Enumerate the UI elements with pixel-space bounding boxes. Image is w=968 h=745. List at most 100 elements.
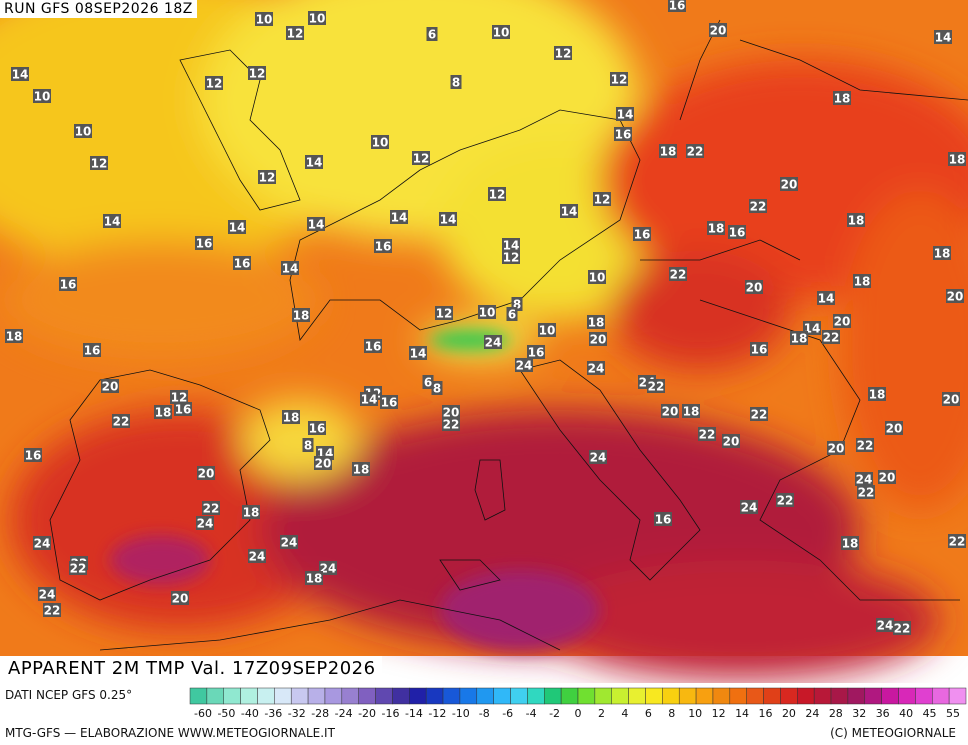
temp-value: 16 <box>196 237 213 251</box>
temp-label: 20 <box>780 177 798 192</box>
temp-value: 20 <box>746 281 763 295</box>
temp-value: 24 <box>320 562 337 576</box>
colorbar-swatch <box>274 687 292 705</box>
temp-value: 20 <box>834 315 851 329</box>
colorbar-swatch <box>206 687 224 705</box>
temp-label: 18 <box>242 505 260 520</box>
label-box <box>554 46 572 60</box>
temp-label: 24 <box>587 361 605 376</box>
label-box <box>314 456 332 470</box>
temp-label: 22 <box>647 379 665 394</box>
colorbar-swatch <box>527 687 545 705</box>
temp-label: 18 <box>853 274 871 289</box>
colorbar-swatch <box>746 687 764 705</box>
label-box <box>668 0 686 12</box>
temp-label: 18 <box>352 462 370 477</box>
label-box <box>205 76 223 90</box>
temp-value: 10 <box>479 306 496 320</box>
temp-value: 12 <box>594 193 611 207</box>
temp-label: 20 <box>171 591 189 606</box>
temp-label: 12 <box>170 390 188 405</box>
label-box <box>841 536 859 550</box>
label-box <box>868 387 886 401</box>
colorbar-swatch <box>324 687 343 705</box>
temp-value: 12 <box>171 391 188 405</box>
label-box <box>853 274 871 288</box>
temp-label: 24 <box>876 618 894 633</box>
label-box <box>308 421 326 435</box>
label-box <box>426 27 438 41</box>
temp-label: 24 <box>248 549 266 564</box>
temp-label: 6 <box>426 27 438 42</box>
label-box <box>588 270 606 284</box>
temp-value: 16 <box>729 226 746 240</box>
temp-label: 10 <box>492 25 510 40</box>
temp-value: 18 <box>243 506 260 520</box>
label-box <box>933 246 951 260</box>
label-box <box>38 587 56 601</box>
temp-value: 10 <box>256 13 273 27</box>
temp-label: 14 <box>305 155 323 170</box>
temp-value: 20 <box>947 290 964 304</box>
colorbar-label: 2 <box>598 707 605 720</box>
label-box <box>587 361 605 375</box>
colorbar-swatch <box>409 687 427 705</box>
temp-label: 16 <box>527 345 545 360</box>
label-box <box>749 199 767 213</box>
temp-value: 16 <box>381 396 398 410</box>
temp-value: 16 <box>375 240 392 254</box>
label-box <box>707 221 725 235</box>
colorbar-label: 55 <box>946 707 960 720</box>
temp-label: 16 <box>59 277 77 292</box>
label-box <box>790 331 808 345</box>
colorbar-label: 32 <box>852 707 866 720</box>
temp-label: 18 <box>790 331 808 346</box>
temp-label: 18 <box>847 213 865 228</box>
temp-label: 6 <box>422 375 434 390</box>
colorbar-swatch <box>932 687 950 705</box>
temp-label: 18 <box>682 404 700 419</box>
temp-value: 22 <box>777 494 794 508</box>
colorbar-swatch <box>425 687 444 705</box>
colorbar-label: 28 <box>829 707 843 720</box>
temp-label: 20 <box>314 456 332 471</box>
temp-label: 18 <box>833 91 851 106</box>
colorbar-swatch <box>881 687 899 705</box>
colorbar-label: -8 <box>479 707 490 720</box>
temp-label: 8 <box>450 75 462 90</box>
colorbar-swatch <box>662 687 680 705</box>
temp-value: 18 <box>869 388 886 402</box>
colorbar-swatch <box>813 687 832 705</box>
temp-label: 10 <box>478 305 496 320</box>
colorbar-swatch <box>763 687 781 705</box>
label-box <box>538 323 556 337</box>
temp-value: 22 <box>670 268 687 282</box>
temp-label: 20 <box>722 434 740 449</box>
temp-value: 20 <box>710 24 727 38</box>
temp-label: 22 <box>686 144 704 159</box>
label-box <box>856 438 874 452</box>
temp-value: 20 <box>443 406 460 420</box>
label-box <box>669 267 687 281</box>
temp-value: 24 <box>34 537 51 551</box>
temp-value: 14 <box>282 262 299 276</box>
label-box <box>946 289 964 303</box>
colorbar-swatch <box>223 687 241 705</box>
colorbar-swatch <box>476 687 494 705</box>
colorbar-label: 24 <box>805 707 819 720</box>
temp-label: 14 <box>409 346 427 361</box>
temp-label: 14 <box>281 261 299 276</box>
label-box <box>722 434 740 448</box>
temp-value: 18 <box>791 332 808 346</box>
colorbar-swatch <box>678 687 697 705</box>
temp-label: 12 <box>593 192 611 207</box>
temp-value: 24 <box>197 517 214 531</box>
colorbar-label: -20 <box>358 707 376 720</box>
colorbar-swatch <box>898 687 916 705</box>
temp-label: 18 <box>707 221 725 236</box>
temp-label: 18 <box>933 246 951 261</box>
label-box <box>855 472 873 486</box>
temp-label: 22 <box>749 199 767 214</box>
temp-value: 18 <box>353 463 370 477</box>
